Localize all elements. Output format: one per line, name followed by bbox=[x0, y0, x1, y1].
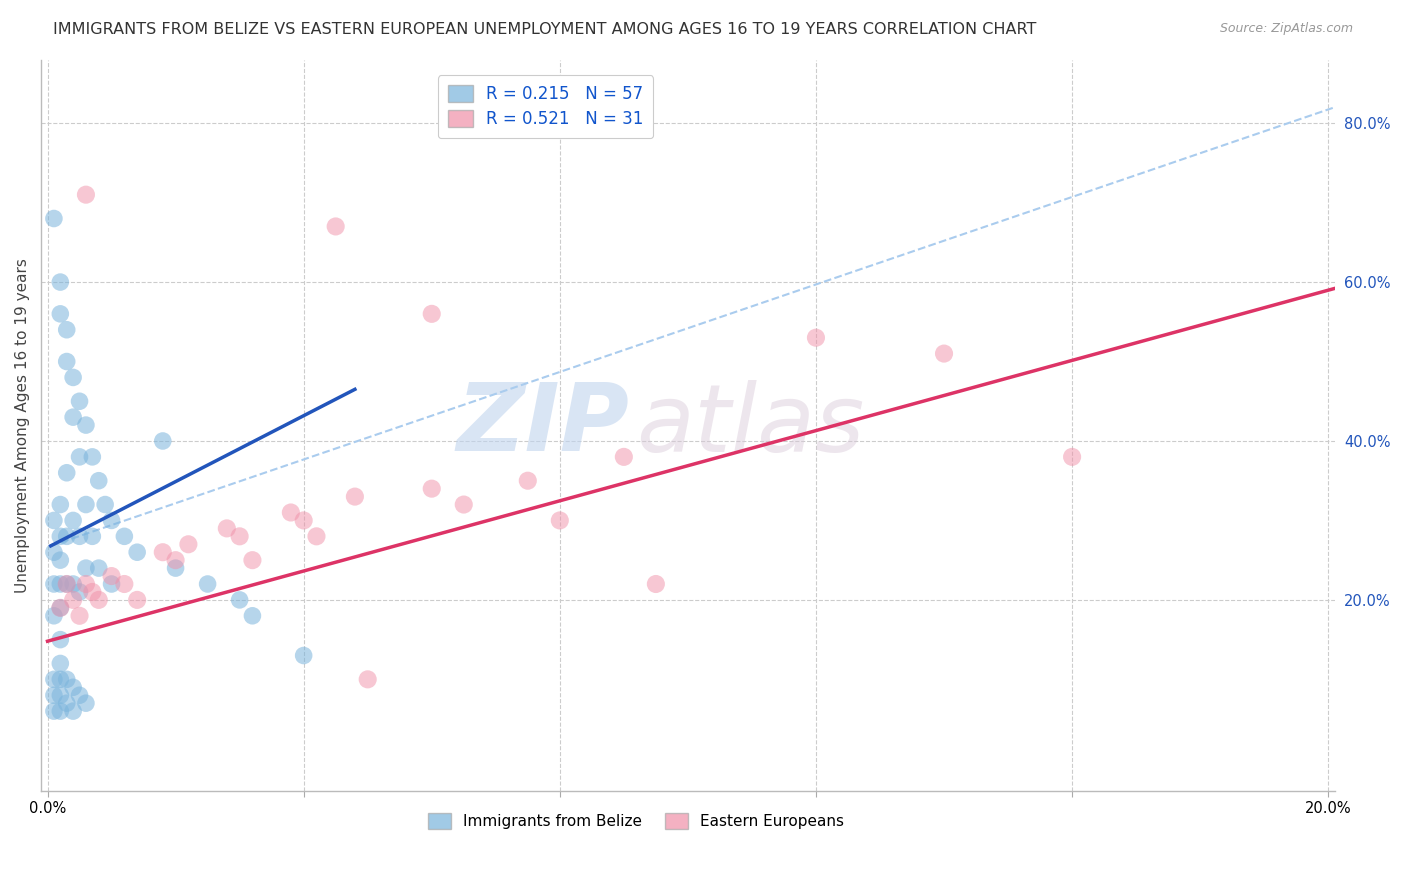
Point bbox=[49, 673, 72, 687]
Point bbox=[1062, 450, 1084, 464]
Point bbox=[42, 577, 65, 591]
Point bbox=[55, 577, 77, 591]
Point bbox=[292, 648, 315, 663]
Point bbox=[932, 346, 955, 360]
Point bbox=[69, 585, 91, 599]
Point bbox=[305, 529, 328, 543]
Point bbox=[49, 657, 72, 671]
Point bbox=[292, 513, 315, 527]
Point bbox=[82, 529, 104, 543]
Point bbox=[420, 307, 443, 321]
Point bbox=[343, 490, 366, 504]
Point bbox=[49, 688, 72, 702]
Point bbox=[49, 307, 72, 321]
Point bbox=[100, 569, 122, 583]
Point bbox=[87, 474, 110, 488]
Point bbox=[613, 450, 636, 464]
Point bbox=[215, 521, 238, 535]
Point bbox=[197, 577, 219, 591]
Point bbox=[75, 418, 97, 433]
Point bbox=[152, 434, 174, 448]
Point bbox=[42, 545, 65, 559]
Point bbox=[49, 704, 72, 718]
Point bbox=[75, 498, 97, 512]
Point bbox=[55, 529, 77, 543]
Y-axis label: Unemployment Among Ages 16 to 19 years: Unemployment Among Ages 16 to 19 years bbox=[15, 258, 30, 592]
Text: atlas: atlas bbox=[636, 380, 865, 471]
Point bbox=[55, 354, 77, 368]
Point bbox=[127, 593, 149, 607]
Point bbox=[55, 466, 77, 480]
Point bbox=[49, 529, 72, 543]
Point bbox=[453, 498, 475, 512]
Text: IMMIGRANTS FROM BELIZE VS EASTERN EUROPEAN UNEMPLOYMENT AMONG AGES 16 TO 19 YEAR: IMMIGRANTS FROM BELIZE VS EASTERN EUROPE… bbox=[53, 22, 1036, 37]
Point bbox=[42, 688, 65, 702]
Point bbox=[49, 275, 72, 289]
Point bbox=[55, 696, 77, 710]
Point bbox=[69, 394, 91, 409]
Point bbox=[42, 211, 65, 226]
Legend: Immigrants from Belize, Eastern Europeans: Immigrants from Belize, Eastern European… bbox=[422, 807, 851, 836]
Point bbox=[644, 577, 666, 591]
Point bbox=[75, 561, 97, 575]
Point bbox=[62, 681, 84, 695]
Point bbox=[165, 553, 187, 567]
Point bbox=[62, 577, 84, 591]
Point bbox=[87, 561, 110, 575]
Point bbox=[69, 688, 91, 702]
Point bbox=[49, 498, 72, 512]
Point bbox=[357, 673, 380, 687]
Point bbox=[242, 608, 264, 623]
Point bbox=[548, 513, 571, 527]
Point bbox=[55, 323, 77, 337]
Point bbox=[87, 593, 110, 607]
Point bbox=[69, 450, 91, 464]
Point bbox=[62, 593, 84, 607]
Point bbox=[165, 561, 187, 575]
Point bbox=[69, 608, 91, 623]
Point bbox=[100, 513, 122, 527]
Point bbox=[75, 577, 97, 591]
Point bbox=[42, 673, 65, 687]
Point bbox=[62, 704, 84, 718]
Point bbox=[42, 513, 65, 527]
Point bbox=[228, 593, 250, 607]
Point bbox=[516, 474, 538, 488]
Point bbox=[177, 537, 200, 551]
Text: ZIP: ZIP bbox=[457, 379, 630, 471]
Point bbox=[69, 529, 91, 543]
Point bbox=[62, 370, 84, 384]
Text: Source: ZipAtlas.com: Source: ZipAtlas.com bbox=[1219, 22, 1353, 36]
Point bbox=[94, 498, 117, 512]
Point bbox=[55, 577, 77, 591]
Point bbox=[49, 632, 72, 647]
Point bbox=[49, 553, 72, 567]
Point bbox=[62, 410, 84, 425]
Point bbox=[55, 673, 77, 687]
Point bbox=[49, 600, 72, 615]
Point bbox=[49, 600, 72, 615]
Point bbox=[82, 450, 104, 464]
Point bbox=[75, 696, 97, 710]
Point bbox=[804, 331, 827, 345]
Point bbox=[325, 219, 347, 234]
Point bbox=[152, 545, 174, 559]
Point bbox=[100, 577, 122, 591]
Point bbox=[62, 513, 84, 527]
Point bbox=[112, 529, 135, 543]
Point bbox=[228, 529, 250, 543]
Point bbox=[82, 585, 104, 599]
Point bbox=[112, 577, 135, 591]
Point bbox=[49, 577, 72, 591]
Point bbox=[280, 506, 302, 520]
Point bbox=[242, 553, 264, 567]
Point bbox=[127, 545, 149, 559]
Point bbox=[42, 608, 65, 623]
Point bbox=[75, 187, 97, 202]
Point bbox=[42, 704, 65, 718]
Point bbox=[420, 482, 443, 496]
